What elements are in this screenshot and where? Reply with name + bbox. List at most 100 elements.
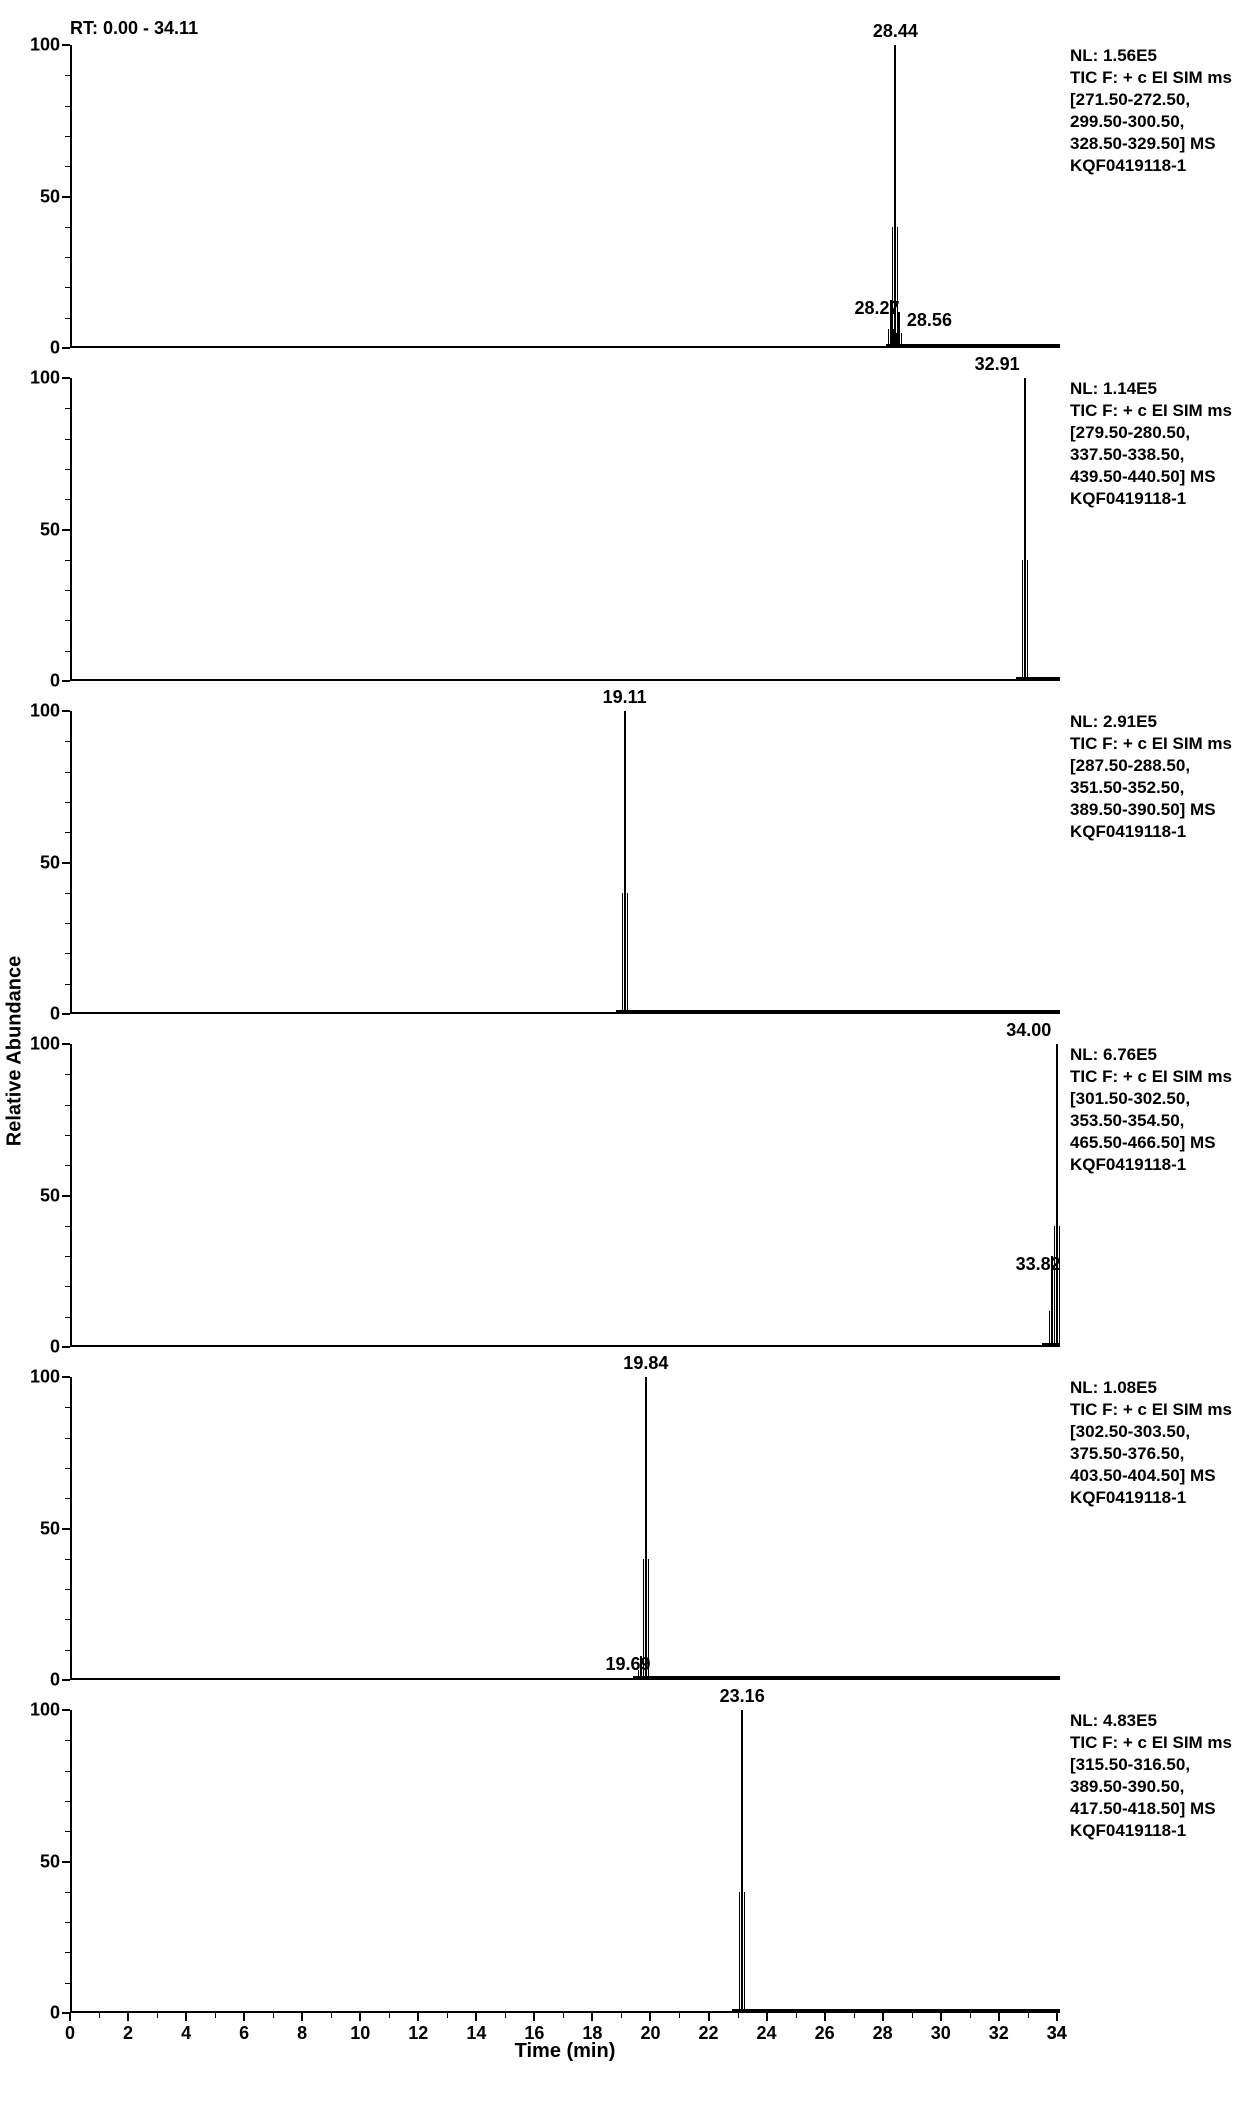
peak [1049,1311,1050,1347]
side-text-line: 299.50-300.50, [1070,111,1240,133]
x-tick [69,2013,71,2021]
x-axis [70,1345,1060,1347]
y-tick-minor [65,257,70,258]
y-tick-minor [65,560,70,561]
side-text-line: NL: 2.91E5 [1070,711,1240,733]
side-text-line: NL: 6.76E5 [1070,1044,1240,1066]
y-tick-label: 50 [40,186,60,207]
baseline [1042,1343,1060,1345]
y-tick-label: 50 [40,1518,60,1539]
side-text-line: 337.50-338.50, [1070,444,1240,466]
x-tick-minor [389,2013,390,2018]
y-tick-minor [65,923,70,924]
y-tick-minor [65,1074,70,1075]
peak-label: 28.27 [855,298,900,319]
peak [1027,560,1028,681]
peak-label: 19.11 [603,687,647,708]
side-text-line: [315.50-316.50, [1070,1754,1240,1776]
chromatogram-panel: 05010019.8419.69NL: 1.08E5TIC F: + c EI … [70,1377,1060,1680]
side-text-line: KQF0419118-1 [1070,1820,1240,1842]
side-text-line: TIC F: + c EI SIM ms [1070,67,1240,89]
x-tick [882,2013,884,2021]
peak [741,1710,743,2013]
y-tick-minor [65,1438,70,1439]
x-tick-minor [1028,2013,1029,2018]
chromatogram-panel: 050100024681012141618202224262830323434T… [70,1710,1060,2013]
y-axis [70,1044,72,1347]
y-tick-label: 0 [50,2003,60,2024]
baseline [886,344,1060,346]
y-tick-minor [65,318,70,319]
y-tick [62,1043,70,1045]
x-tick-label: 14 [466,2023,486,2044]
x-tick-minor [331,2013,332,2018]
x-tick [243,2013,245,2021]
x-axis [70,1012,1060,1014]
y-tick-minor [65,590,70,591]
side-text-line: 403.50-404.50] MS [1070,1465,1240,1487]
x-tick-label: 22 [699,2023,719,2044]
x-tick [998,2013,1000,2021]
y-tick-label: 100 [30,368,60,389]
peak [624,711,626,1014]
y-tick [62,1195,70,1197]
y-tick-minor [65,1771,70,1772]
y-tick-minor [65,408,70,409]
x-tick [766,2013,768,2021]
x-axis [70,679,1060,681]
side-text-line: [287.50-288.50, [1070,755,1240,777]
side-text-line: NL: 1.14E5 [1070,378,1240,400]
panel-side-text: NL: 6.76E5TIC F: + c EI SIM ms[301.50-30… [1070,1044,1240,1177]
x-tick-label: 26 [815,2023,835,2044]
side-text-line: TIC F: + c EI SIM ms [1070,1399,1240,1421]
x-tick-minor [912,2013,913,2018]
y-tick-label: 100 [30,1034,60,1055]
y-tick-label: 100 [30,1367,60,1388]
side-text-line: TIC F: + c EI SIM ms [1070,733,1240,755]
y-tick-minor [65,984,70,985]
x-tick-label: 34 [1047,2023,1067,2044]
chromatogram-panel: 05010028.4428.2728.56NL: 1.56E5TIC F: + … [70,45,1060,348]
side-text-line: NL: 1.56E5 [1070,45,1240,67]
x-tick-minor [854,2013,855,2018]
y-tick-minor [65,1226,70,1227]
side-text-line: KQF0419118-1 [1070,1487,1240,1509]
y-tick-label: 50 [40,1185,60,1206]
y-tick [62,1528,70,1530]
x-tick-label: 30 [931,2023,951,2044]
x-tick-label: 12 [408,2023,428,2044]
y-tick-minor [65,166,70,167]
y-tick-label: 0 [50,1337,60,1358]
y-axis [70,45,72,348]
x-tick [591,2013,593,2021]
x-tick-label: 20 [640,2023,660,2044]
peak [1022,560,1023,681]
y-tick [62,1679,70,1681]
y-tick-minor [65,1105,70,1106]
y-axis-label: Relative Abundance [4,956,27,1146]
y-axis [70,1377,72,1680]
side-text-line: NL: 1.08E5 [1070,1377,1240,1399]
side-text-line: TIC F: + c EI SIM ms [1070,1732,1240,1754]
y-tick-minor [65,1317,70,1318]
y-tick-label: 50 [40,1851,60,1872]
y-tick-minor [65,1135,70,1136]
peak [744,1892,745,2013]
x-tick [649,2013,651,2021]
x-tick-minor [505,2013,506,2018]
peak [627,893,628,1014]
y-tick-minor [65,832,70,833]
x-tick-minor [679,2013,680,2018]
peak-label: 28.56 [907,310,952,331]
side-text-line: 375.50-376.50, [1070,1443,1240,1465]
peak-label: 34.00 [1006,1020,1051,1041]
side-text-line: 353.50-354.50, [1070,1110,1240,1132]
x-tick-minor [796,2013,797,2018]
panel-side-text: NL: 1.56E5TIC F: + c EI SIM ms[271.50-27… [1070,45,1240,178]
x-tick-minor [970,2013,971,2018]
y-tick-label: 0 [50,338,60,359]
y-tick-label: 100 [30,1700,60,1721]
x-tick [824,2013,826,2021]
y-tick-minor [65,1559,70,1560]
x-tick-label: 2 [123,2023,133,2044]
